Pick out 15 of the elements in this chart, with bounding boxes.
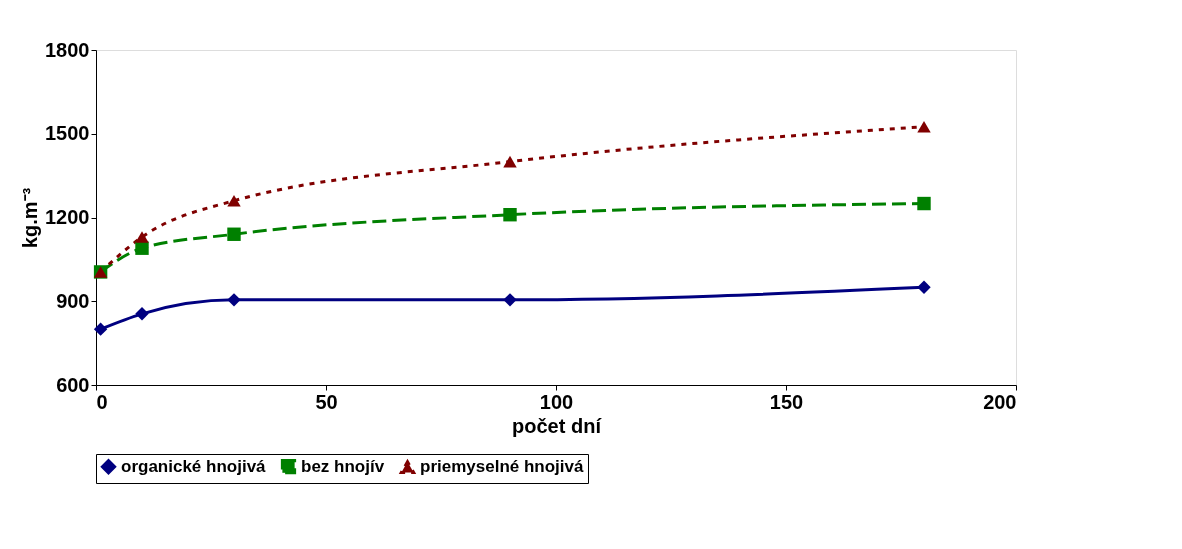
legend-label: organické hnojivá [121, 456, 267, 476]
y-tick-label: 900 [56, 289, 90, 312]
x-tick-label: 150 [769, 390, 804, 413]
x-tick-label: 0 [96, 390, 108, 413]
y-tick-label: 1200 [45, 206, 90, 228]
legend-label: priemyselné hnojivá [420, 457, 584, 477]
y-tick-label: 600 [56, 373, 90, 396]
y-tick-label: 1800 [45, 38, 90, 61]
x-tick-label: 100 [539, 390, 574, 413]
x-tick-label: 50 [315, 390, 338, 413]
legend-label: bez hnojív [301, 456, 385, 476]
y-axis-title: kg.m⁻³ [19, 187, 42, 249]
y-tick-label: 1500 [45, 122, 90, 145]
x-tick-label: 200 [983, 390, 1017, 413]
x-axis-title: počet dní [512, 414, 603, 437]
